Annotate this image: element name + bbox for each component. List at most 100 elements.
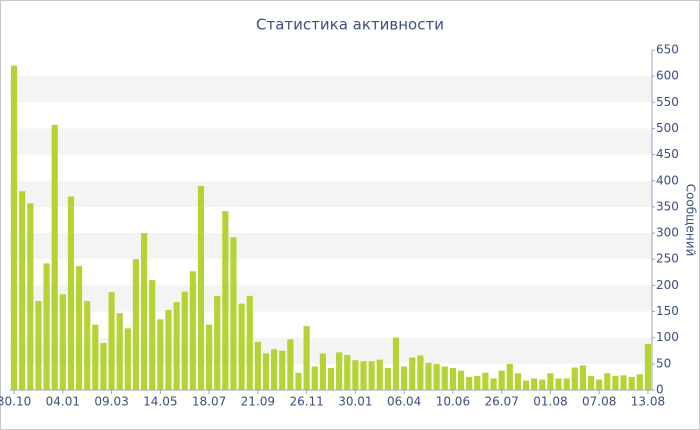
- bar: [392, 337, 400, 390]
- x-tick-label: 26.07: [484, 395, 518, 409]
- x-tick-label: 09.03: [94, 395, 128, 409]
- bar: [132, 259, 140, 390]
- bar: [441, 366, 448, 390]
- bar: [596, 379, 603, 390]
- bar: [384, 368, 391, 390]
- bar: [644, 343, 652, 390]
- bar: [124, 328, 131, 390]
- bar: [35, 301, 42, 390]
- grid-band: [10, 128, 652, 155]
- bar: [433, 363, 440, 390]
- x-tick-label: 30.01: [338, 395, 372, 409]
- x-tick-label: 01.08: [533, 395, 567, 409]
- bar: [531, 378, 538, 390]
- bar: [214, 295, 221, 390]
- bar: [262, 353, 270, 390]
- bar: [311, 366, 318, 390]
- bar: [246, 295, 253, 390]
- bar: [51, 124, 58, 391]
- bar: [352, 360, 359, 390]
- bar: [238, 303, 245, 390]
- bar: [555, 378, 562, 390]
- chart-title: Статистика активности: [256, 16, 444, 34]
- bar: [466, 376, 473, 390]
- bar: [368, 361, 375, 390]
- y-tick-label: 500: [656, 121, 679, 135]
- y-tick-label: 300: [656, 226, 679, 240]
- bar: [620, 375, 627, 390]
- bar: [92, 324, 99, 390]
- y-tick-label: 400: [656, 173, 679, 187]
- bar: [75, 266, 83, 390]
- bar: [628, 376, 635, 390]
- bar: [498, 370, 505, 390]
- y-tick-label: 650: [656, 43, 679, 57]
- x-tick-label: 21.09: [241, 395, 275, 409]
- bar: [360, 361, 367, 390]
- bar: [490, 378, 497, 390]
- bar: [116, 313, 123, 390]
- bar: [376, 359, 383, 390]
- bar: [327, 368, 335, 390]
- bar: [522, 380, 530, 390]
- bar: [474, 375, 481, 390]
- x-tick-label: 14.05: [143, 395, 177, 409]
- bar: [287, 339, 294, 390]
- bar: [67, 196, 75, 390]
- y-tick-label: 100: [656, 330, 679, 344]
- x-tick-label: 13.08: [631, 395, 665, 409]
- bar: [539, 379, 546, 390]
- bar: [449, 368, 456, 390]
- y-tick-label: 550: [656, 95, 679, 109]
- grid-band: [10, 285, 652, 312]
- bar: [197, 186, 205, 390]
- bar: [547, 373, 554, 390]
- x-tick-label: 26.11: [289, 395, 323, 409]
- bar: [612, 375, 619, 390]
- bar: [303, 326, 310, 390]
- grid-band: [10, 76, 652, 103]
- x-tick-label: 30.10: [0, 395, 31, 409]
- bar: [344, 354, 351, 390]
- bar: [149, 280, 156, 390]
- bar: [100, 342, 107, 390]
- x-tick-label: 06.04: [387, 395, 421, 409]
- bar: [43, 263, 50, 390]
- bar: [514, 373, 521, 390]
- bar: [141, 233, 148, 390]
- bar: [59, 294, 66, 390]
- y-tick-label: 50: [656, 356, 671, 370]
- x-tick-label: 07.08: [582, 395, 616, 409]
- bar: [579, 365, 587, 390]
- bar: [27, 203, 34, 390]
- bar: [189, 271, 196, 390]
- bar: [279, 350, 286, 390]
- bar: [425, 362, 432, 390]
- bar: [165, 309, 172, 390]
- bar: [401, 366, 408, 390]
- bar: [417, 355, 424, 390]
- y-axis-label: Сообщений: [684, 184, 698, 257]
- bar: [457, 370, 465, 390]
- bar: [409, 357, 416, 390]
- bar: [295, 372, 302, 390]
- x-tick-label: 04.01: [46, 395, 80, 409]
- bar: [571, 367, 578, 390]
- bar: [506, 363, 513, 390]
- bar: [230, 237, 237, 390]
- grid-band: [10, 233, 652, 260]
- bar: [10, 65, 18, 390]
- bar: [206, 324, 213, 390]
- x-tick-label: 10.06: [436, 395, 470, 409]
- bar: [271, 349, 278, 390]
- bar: [108, 292, 115, 390]
- grid-band: [10, 180, 652, 207]
- bar: [336, 352, 343, 390]
- bar: [587, 375, 595, 390]
- bar: [173, 302, 180, 390]
- bar: [84, 301, 91, 390]
- bar: [604, 373, 611, 390]
- y-tick-label: 0: [656, 383, 664, 397]
- bar: [222, 211, 229, 390]
